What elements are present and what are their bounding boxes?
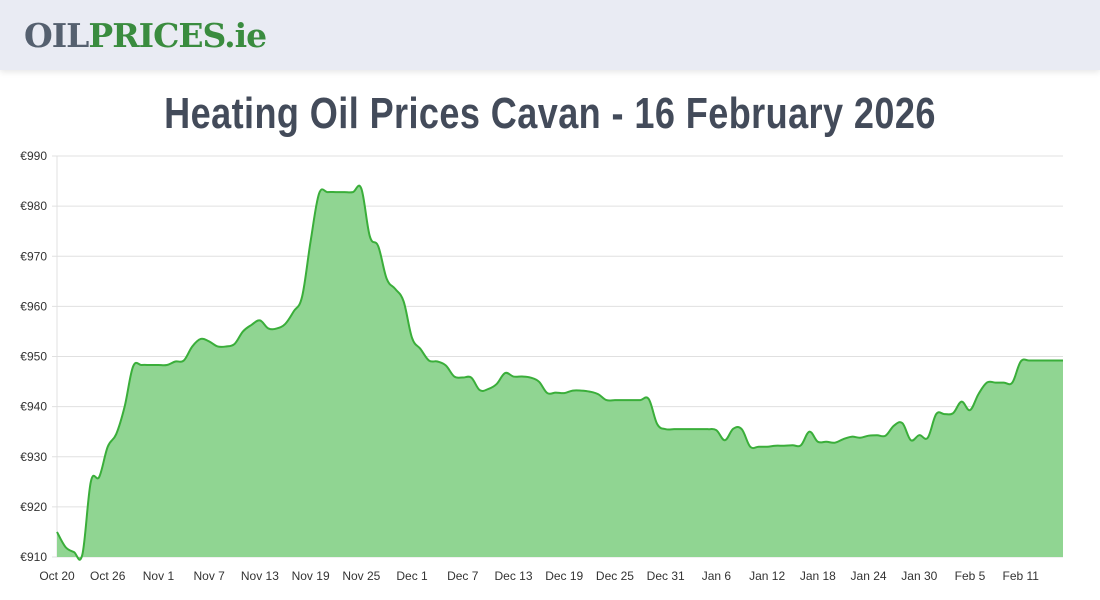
x-tick-label: Nov 7	[193, 569, 225, 583]
x-tick-label: Dec 13	[494, 569, 532, 583]
x-axis: Oct 20 Oct 26 Nov 1 Nov 7 Nov 13 Nov 19 Nov 25…	[39, 569, 1039, 583]
site-logo[interactable]: OILPRICES.ie	[24, 16, 267, 56]
site-header: OILPRICES.ie	[0, 0, 1100, 70]
x-tick-label: Feb 11	[1002, 569, 1039, 583]
x-tick-label: Jan 24	[851, 569, 887, 583]
x-tick-label: Oct 20	[39, 569, 75, 583]
y-tick-label: €950	[20, 350, 47, 364]
y-tick-label: €970	[20, 249, 47, 263]
logo-oil-text: OIL	[24, 16, 89, 55]
x-tick-label: Nov 13	[241, 569, 279, 583]
y-tick-label: €980	[20, 199, 47, 213]
logo-prices-text: PRICES.ie	[88, 16, 267, 55]
x-tick-label: Jan 18	[800, 569, 836, 583]
x-tick-label: Dec 7	[447, 569, 479, 583]
x-tick-label: Dec 19	[545, 569, 583, 583]
price-chart: €910 €920 €930 €940 €950 €960 €970 €980 €990 Oct…	[20, 149, 1063, 583]
x-tick-label: Feb 5	[955, 569, 986, 583]
y-tick-label: €930	[20, 450, 47, 464]
x-tick-label: Jan 6	[702, 569, 732, 583]
x-tick-label: Nov 25	[342, 569, 380, 583]
y-tick-label: €920	[20, 500, 47, 514]
price-area-fill	[57, 185, 1063, 560]
page-title: Heating Oil Prices Cavan - 16 February 2…	[164, 89, 936, 138]
x-tick-label: Jan 30	[901, 569, 937, 583]
x-tick-label: Jan 12	[749, 569, 785, 583]
x-tick-label: Dec 1	[396, 569, 428, 583]
y-tick-label: €910	[20, 550, 47, 564]
y-tick-label: €960	[20, 299, 47, 313]
x-tick-label: Dec 25	[596, 569, 634, 583]
x-tick-label: Dec 31	[647, 569, 685, 583]
x-tick-label: Nov 19	[292, 569, 330, 583]
x-tick-label: Nov 1	[143, 569, 175, 583]
y-tick-label: €940	[20, 400, 47, 414]
y-tick-label: €990	[20, 149, 47, 163]
x-tick-label: Oct 26	[90, 569, 126, 583]
price-line	[56, 184, 1063, 561]
y-axis: €910 €920 €930 €940 €950 €960 €970 €980 €990	[20, 149, 47, 564]
